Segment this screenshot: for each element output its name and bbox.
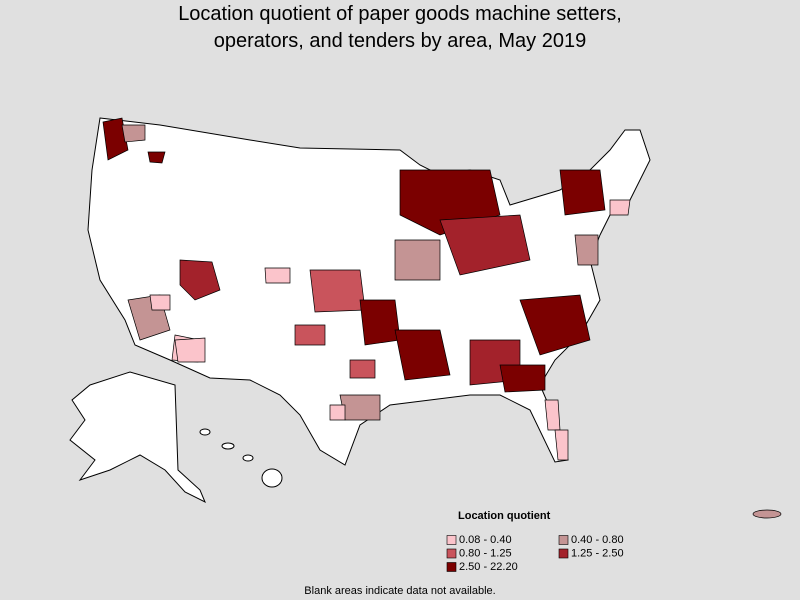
area	[309, 269, 366, 313]
legend-swatch	[558, 548, 569, 559]
area	[179, 259, 221, 301]
puerto-rico	[752, 509, 782, 519]
title-line-1: Location quotient of paper goods machine…	[178, 3, 622, 25]
area	[609, 199, 631, 216]
areas	[102, 117, 631, 461]
alaska	[69, 371, 206, 504]
area	[264, 267, 291, 284]
legend-swatch	[446, 562, 457, 572]
area	[519, 294, 591, 356]
legend-label: 0.80 - 1.25	[459, 547, 512, 559]
legend-swatch	[446, 535, 457, 545]
area	[574, 234, 599, 266]
footnote: Blank areas indicate data not available.	[304, 585, 495, 597]
map	[69, 117, 782, 519]
area	[544, 399, 561, 431]
legend-label: 2.50 - 22.20	[459, 561, 518, 573]
area	[339, 394, 381, 421]
legend-label: 0.08 - 0.40	[459, 534, 512, 546]
legend-swatch	[446, 548, 457, 559]
legend: Location quotient 0.08 - 0.40 0.40 - 0.80…	[446, 510, 624, 573]
legend-label: 1.25 - 2.50	[571, 547, 624, 559]
area	[559, 169, 606, 216]
legend-swatch	[558, 535, 569, 545]
area	[394, 239, 441, 281]
area	[102, 117, 129, 161]
area	[149, 294, 171, 311]
area	[147, 151, 166, 164]
area	[499, 364, 546, 393]
area	[121, 124, 146, 143]
area	[349, 359, 376, 379]
area	[439, 214, 531, 276]
area	[554, 429, 569, 461]
area	[294, 324, 326, 346]
area	[329, 404, 346, 421]
area	[394, 329, 451, 381]
area	[359, 299, 401, 346]
title-line-2: operators, and tenders by area, May 2019	[214, 30, 586, 52]
legend-label: 0.40 - 0.80	[571, 534, 624, 546]
area	[174, 337, 206, 363]
legend-title: Location quotient	[458, 510, 551, 522]
hawaii	[199, 428, 283, 488]
